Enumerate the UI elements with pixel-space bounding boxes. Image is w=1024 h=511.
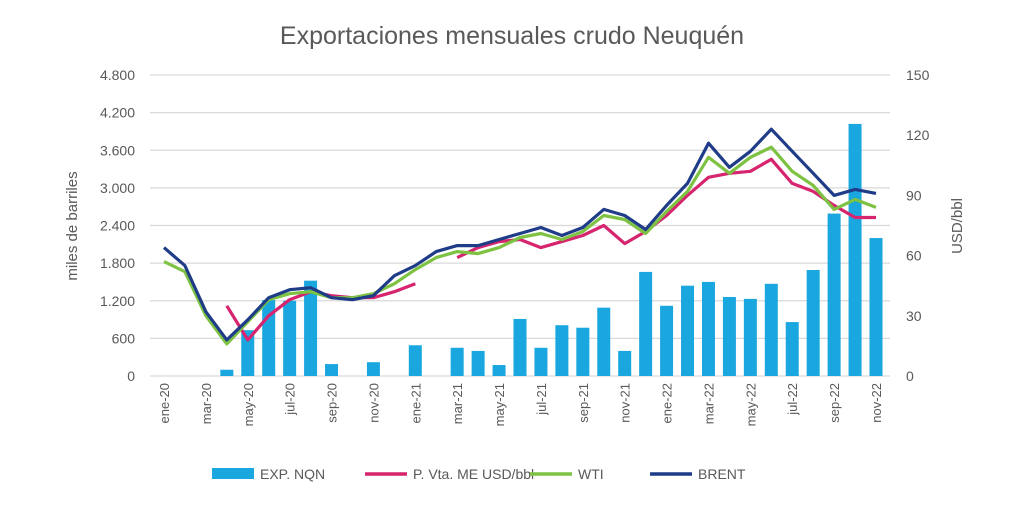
bar xyxy=(639,271,653,376)
y2-tick-label: 90 xyxy=(906,187,922,203)
y-tick-label: 4.200 xyxy=(100,105,135,121)
bar xyxy=(869,238,883,376)
y-axis-right: 0 30 60 90 120 150 xyxy=(906,67,930,384)
chart-title: Exportaciones mensuales crudo Neuquén xyxy=(280,22,744,50)
x-tick-label: may-21 xyxy=(492,383,507,426)
bar xyxy=(534,347,548,376)
x-tick-label: ene-22 xyxy=(660,383,675,423)
bar xyxy=(743,298,757,376)
y-tick-label: 3.000 xyxy=(100,180,135,196)
bar xyxy=(618,350,632,376)
series-line-brent xyxy=(162,127,877,342)
x-tick-label: sep-21 xyxy=(576,383,591,423)
x-tick-label: may-22 xyxy=(743,383,758,426)
x-tick-label: nov-22 xyxy=(869,383,884,423)
legend-label: BRENT xyxy=(698,466,746,482)
x-tick-label: nov-20 xyxy=(366,383,381,423)
bar xyxy=(660,305,674,376)
bar xyxy=(408,345,422,376)
bars xyxy=(220,123,883,376)
y2-tick-label: 120 xyxy=(906,127,930,143)
y-tick-label: 1.800 xyxy=(100,255,135,271)
x-tick-label: ene-21 xyxy=(408,383,423,423)
bar xyxy=(597,307,611,376)
x-tick-label: mar-20 xyxy=(199,383,214,424)
legend: EXP. NQN P. Vta. ME USD/bbl WTI BRENT xyxy=(212,466,746,482)
x-tick-label: sep-20 xyxy=(325,383,340,423)
bar xyxy=(555,325,569,376)
y2-tick-label: 150 xyxy=(906,67,930,83)
x-tick-label: mar-21 xyxy=(450,383,465,424)
x-tick-label: ene-20 xyxy=(157,383,172,423)
bar xyxy=(722,296,736,376)
x-tick-label: nov-21 xyxy=(618,383,633,423)
bar xyxy=(681,285,695,376)
y-tick-label: 2.400 xyxy=(100,218,135,234)
bar xyxy=(827,213,841,376)
y-tick-label: 3.600 xyxy=(100,142,135,158)
y-tick-label: 0 xyxy=(127,368,135,384)
bar xyxy=(283,300,297,376)
x-axis: ene-20 mar-20 may-20 jul-20 sep-20 nov-20 ene-… xyxy=(157,383,884,426)
bar xyxy=(304,280,318,376)
y-axis-label: miles de barriles xyxy=(64,171,81,280)
bar xyxy=(220,369,234,376)
bar xyxy=(513,318,527,376)
bar xyxy=(241,330,255,376)
bar xyxy=(848,123,862,376)
legend-swatch-bar xyxy=(212,468,254,479)
bar xyxy=(492,365,506,376)
legend-label: EXP. NQN xyxy=(260,466,325,482)
lines xyxy=(162,127,877,346)
bar xyxy=(471,350,485,376)
legend-label: P. Vta. ME USD/bbl xyxy=(413,466,534,482)
x-tick-label: may-20 xyxy=(241,383,256,426)
bar xyxy=(785,322,799,376)
bar xyxy=(806,270,820,376)
series-line-wti xyxy=(163,145,877,346)
x-tick-label: jul-20 xyxy=(283,383,298,416)
y-tick-label: 600 xyxy=(112,330,136,346)
x-tick-label: sep-22 xyxy=(827,383,842,423)
bar xyxy=(450,347,464,376)
y2-tick-label: 30 xyxy=(906,308,922,324)
y2-tick-label: 0 xyxy=(906,368,914,384)
y-axis-left: 0 600 1.200 1.800 2.400 3.000 3.600 4.200 4.800 xyxy=(100,67,135,384)
x-tick-label: mar-22 xyxy=(701,383,716,424)
x-tick-label: jul-22 xyxy=(785,383,800,416)
series-line-p-vta-me-usd-bbl xyxy=(225,157,876,342)
y-tick-label: 4.800 xyxy=(100,67,135,83)
y2-tick-label: 60 xyxy=(906,248,922,264)
bar xyxy=(701,281,715,376)
bar xyxy=(764,283,778,376)
x-tick-label: jul-21 xyxy=(534,383,549,416)
bar xyxy=(325,364,339,376)
y-tick-label: 1.200 xyxy=(100,293,135,309)
bar xyxy=(576,327,590,376)
legend-label: WTI xyxy=(578,466,604,482)
bar xyxy=(366,362,380,376)
y2-axis-label: USD/bbl xyxy=(949,198,966,254)
